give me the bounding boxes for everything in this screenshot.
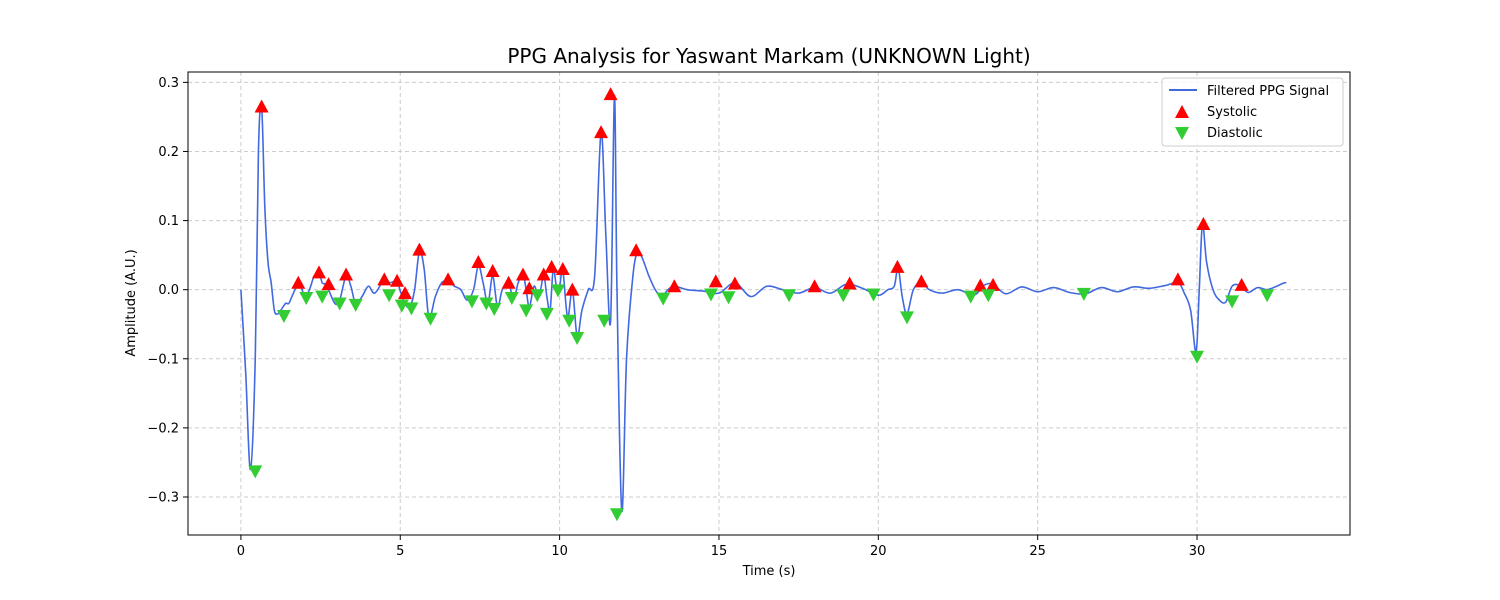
diastolic-marker	[248, 465, 263, 479]
x-axis-label: Time (s)	[742, 564, 796, 579]
diastolic-marker	[866, 288, 881, 302]
x-tick-label: 10	[551, 544, 568, 559]
systolic-marker	[441, 272, 456, 286]
systolic-marker	[1170, 272, 1185, 286]
y-tick-label: 0.0	[158, 283, 179, 298]
plot-frame	[187, 71, 1351, 536]
legend-label-signal: Filtered PPG Signal	[1207, 84, 1329, 99]
systolic-marker	[390, 273, 405, 287]
diastolic-marker	[562, 314, 577, 328]
y-tick-label: 0.2	[158, 145, 179, 160]
systolic-marker	[471, 255, 486, 269]
y-tick-label: 0.3	[158, 76, 179, 91]
diastolic-marker	[519, 304, 534, 318]
systolic-marker	[603, 87, 618, 101]
systolic-marker	[1234, 277, 1249, 291]
diastolic-marker	[1260, 289, 1275, 303]
diastolic-marker	[963, 290, 978, 304]
x-tick-label: 25	[1029, 544, 1046, 559]
diastolic-marker	[597, 314, 612, 328]
diastolic-marker	[276, 309, 291, 323]
diastolic-marker	[721, 291, 736, 305]
systolic-marker	[254, 99, 269, 113]
systolic-marker	[398, 286, 413, 300]
diastolic-marker	[609, 508, 624, 522]
systolic-marker	[544, 259, 559, 273]
diastolic-marker	[299, 291, 314, 305]
diastolic-marker	[530, 289, 545, 303]
systolic-marker	[914, 274, 929, 288]
diastolic-marker	[539, 307, 554, 321]
systolic-marker	[594, 125, 609, 139]
systolic-marker	[536, 267, 551, 281]
diastolic-marker	[315, 290, 330, 304]
y-tick-label: −0.1	[147, 352, 179, 367]
systolic-marker	[339, 267, 354, 281]
legend-box	[1161, 77, 1344, 147]
diastolic-marker	[570, 332, 585, 346]
legend-systolic-swatch	[1175, 105, 1189, 118]
diastolic-marker	[1225, 295, 1240, 309]
diastolic-marker	[1190, 350, 1205, 364]
systolic-marker	[1196, 217, 1211, 231]
legend-label-systolic: Systolic	[1207, 105, 1257, 120]
diastolic-marker	[423, 312, 438, 326]
x-tick-label: 30	[1189, 544, 1206, 559]
diastolic-marker	[382, 289, 397, 303]
legend-label-diastolic: Diastolic	[1207, 126, 1263, 141]
diastolic-marker	[332, 297, 347, 311]
y-tick-label: 0.1	[158, 214, 179, 229]
systolic-marker	[515, 267, 530, 281]
systolic-marker	[485, 264, 500, 278]
systolic-marker	[501, 275, 516, 289]
x-tick-label: 20	[870, 544, 887, 559]
marker-layer	[248, 87, 1275, 522]
diastolic-marker	[487, 303, 502, 317]
systolic-marker	[667, 279, 682, 293]
signal-line	[240, 95, 1287, 513]
x-tick-label: 0	[237, 544, 245, 559]
chart-title: PPG Analysis for Yaswant Markam (UNKNOWN…	[507, 44, 1030, 68]
systolic-marker	[842, 276, 857, 290]
diastolic-marker	[479, 297, 494, 311]
grid-layer	[188, 72, 1350, 535]
systolic-marker	[807, 279, 822, 293]
systolic-marker	[321, 277, 336, 291]
systolic-marker	[377, 272, 392, 286]
diastolic-marker	[981, 289, 996, 303]
diastolic-marker	[782, 289, 797, 303]
legend: Filtered PPG Signal Systolic Diastolic	[1161, 77, 1344, 147]
systolic-marker	[311, 265, 326, 279]
plot-layer	[240, 95, 1287, 513]
systolic-marker	[973, 278, 988, 292]
systolic-marker	[565, 282, 580, 296]
x-tick-label: 15	[711, 544, 728, 559]
diastolic-marker	[703, 288, 718, 302]
diastolic-marker	[504, 291, 519, 305]
y-tick-label: −0.3	[147, 490, 179, 505]
diastolic-marker	[1076, 287, 1091, 301]
systolic-marker	[727, 276, 742, 290]
x-tick-label: 5	[396, 544, 404, 559]
y-tick-label: −0.2	[147, 421, 179, 436]
diastolic-marker	[464, 295, 479, 309]
axis-layer: 0 5 10 15 20 25 30 −0.3 −0.2 −0.1 0.0 0.1 0.2 0.3	[147, 76, 1205, 559]
diastolic-marker	[551, 284, 566, 298]
y-axis-label: Amplitude (A.U.)	[124, 249, 139, 356]
legend-diastolic-swatch	[1175, 127, 1189, 140]
systolic-marker	[412, 242, 427, 256]
diastolic-marker	[404, 302, 419, 316]
diastolic-marker	[836, 289, 851, 303]
diastolic-marker	[348, 298, 363, 312]
diastolic-marker	[899, 311, 914, 325]
systolic-marker	[890, 259, 905, 273]
systolic-marker	[291, 275, 306, 289]
diastolic-marker	[656, 292, 671, 306]
systolic-marker	[986, 277, 1001, 291]
systolic-marker	[629, 243, 644, 257]
systolic-marker	[555, 261, 570, 275]
systolic-marker	[708, 274, 723, 288]
